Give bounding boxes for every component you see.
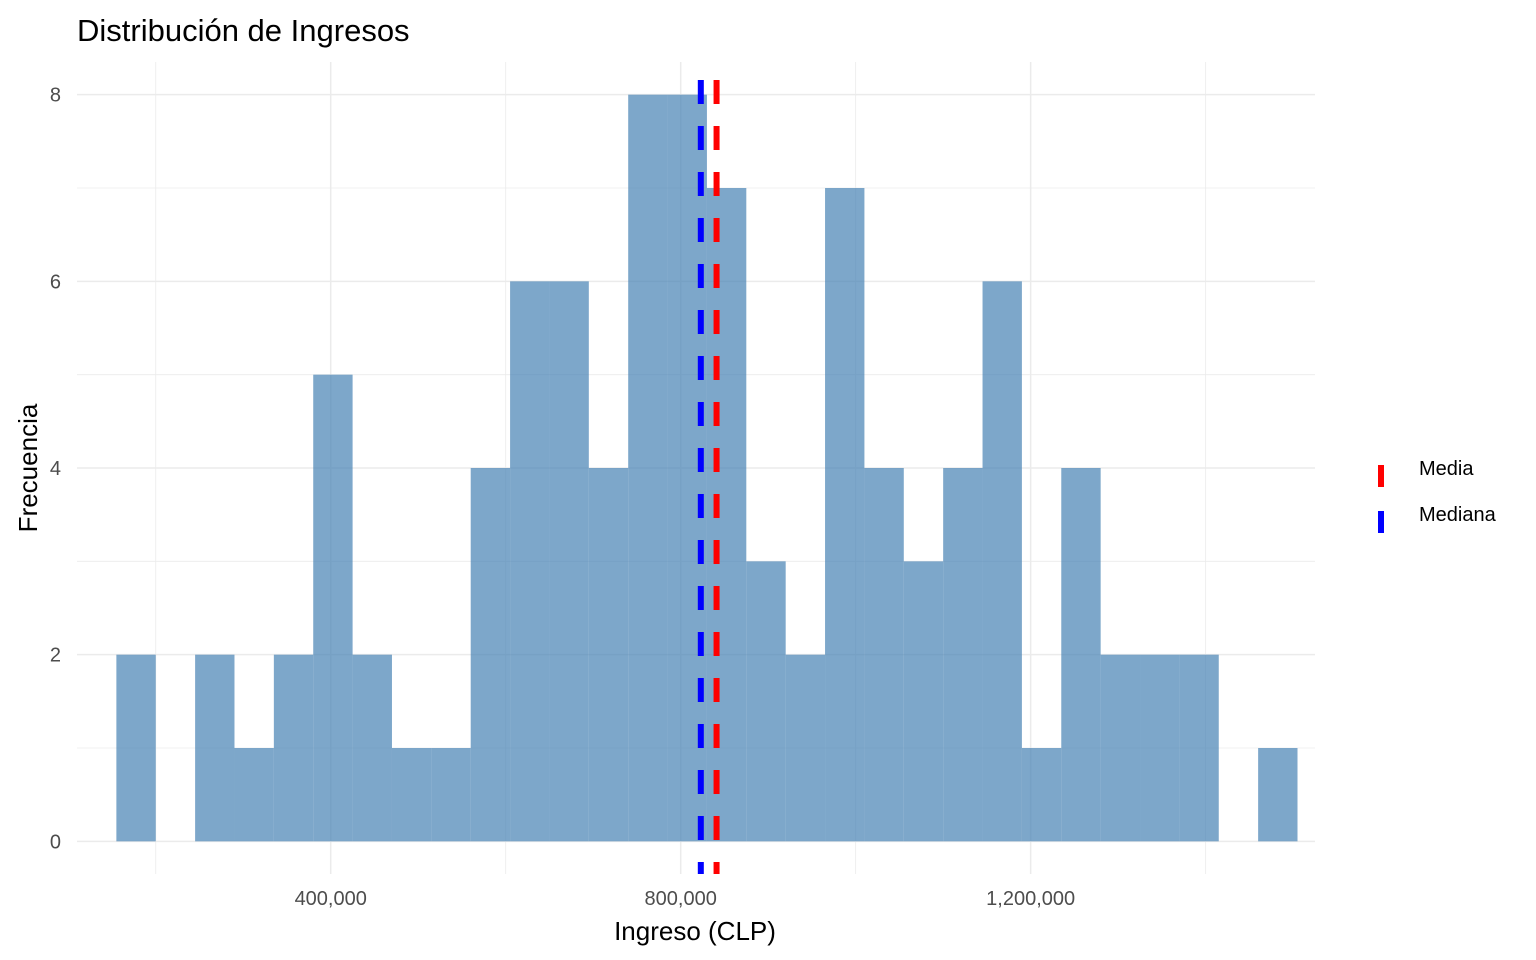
histogram-bar [982,281,1022,842]
y-tick-label: 2 [50,645,61,667]
histogram-bar [391,748,432,842]
histogram-bar [116,654,156,842]
chart-title: Distribución de Ingresos [77,13,410,48]
histogram-bar [1140,654,1180,842]
histogram-bar [785,654,826,842]
histogram-bar [1179,654,1219,842]
histogram-bar [273,654,314,842]
x-tick-labels: 400,000 800,000 1,200,000 [295,888,1076,910]
y-tick-label: 8 [50,85,61,107]
histogram-bar [1100,654,1141,842]
histogram-bar [549,281,589,842]
legend-label-media: Media [1419,458,1474,480]
histogram-bar [903,561,944,842]
histogram-bar [431,748,471,842]
x-tick-label: 1,200,000 [986,888,1075,910]
histogram-bar [352,654,392,842]
histogram-bar [588,468,629,842]
histogram-bar [234,748,274,842]
y-tick-label: 6 [50,271,61,293]
x-axis-title: Ingreso (CLP) [614,916,776,946]
legend: Media Mediana [1378,458,1497,533]
histogram-bar [1021,748,1062,842]
histogram-bar [706,188,747,842]
histogram-bar [746,561,786,842]
reference-lines [697,80,720,874]
histogram-bar [864,468,904,842]
x-tick-label: 400,000 [295,888,367,910]
histogram-bar [313,374,353,842]
histogram-bar [628,94,668,842]
histogram-bar [470,468,511,842]
y-axis-title: Frecuencia [13,403,43,532]
y-tick-labels: 0 2 4 6 8 [50,85,61,854]
histogram-bar [510,281,550,842]
y-tick-label: 4 [50,458,61,480]
histogram-bar [195,654,235,842]
y-tick-label: 0 [50,831,61,853]
histogram-bar [1258,748,1298,842]
histogram-bar [943,468,983,842]
histogram-bar [1061,468,1101,842]
legend-label-mediana: Mediana [1419,504,1497,526]
histogram-bar [825,188,865,842]
x-tick-label: 800,000 [645,888,717,910]
bars [116,94,1298,842]
